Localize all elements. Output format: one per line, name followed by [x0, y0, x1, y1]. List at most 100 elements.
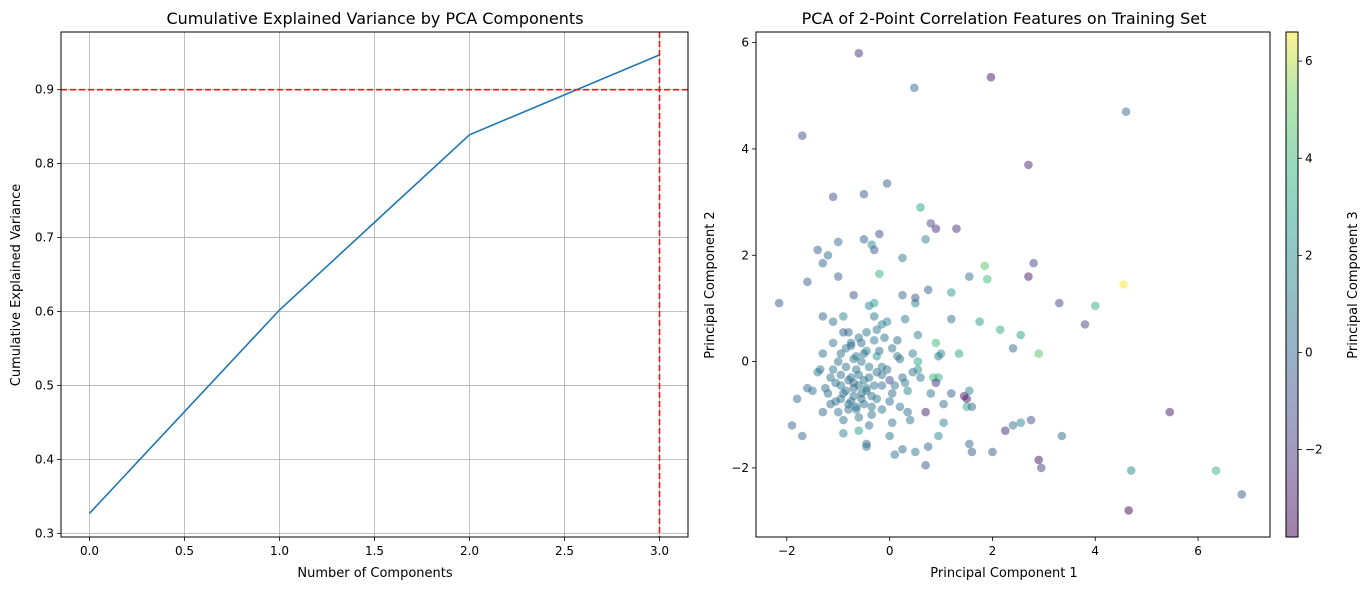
pca-scatter-point: [1034, 349, 1043, 358]
pca-scatter-point: [913, 330, 923, 340]
variance-chart-xlabel: Number of Components: [297, 566, 452, 581]
pca-scatter-point: [890, 450, 900, 459]
pca-scatter-point: [995, 325, 1005, 334]
pca-scatter-point: [898, 253, 907, 263]
colorbar-tick-label: −2: [1305, 443, 1323, 457]
pca-y-tick-label: 2: [741, 248, 749, 262]
pca-scatter-point: [1024, 272, 1033, 281]
pca-x-tick-label: 6: [1194, 544, 1202, 558]
pca-scatter-point: [908, 367, 918, 377]
pca-scatter-chart: PCA of 2-Point Correlation Features on T…: [703, 9, 1271, 581]
pca-scatter-point: [903, 386, 912, 396]
pca-scatter-point: [818, 407, 828, 417]
pca-scatter-point: [844, 375, 853, 385]
variance-y-tick-label: 0.6: [35, 304, 54, 318]
pca-scatter-point: [882, 365, 892, 374]
variance-y-tick-label: 0.3: [35, 526, 54, 540]
variance-x-tick-label: 1.5: [365, 544, 384, 558]
pca-scatter-point: [880, 333, 889, 342]
pca-y-tick-label: 0: [741, 355, 749, 369]
pca-scatter-point: [839, 429, 848, 438]
variance-chart-ylabel: Cumulative Explained Variance: [9, 184, 24, 386]
pca-scatter-point: [1029, 258, 1038, 268]
pca-scatter-point: [839, 312, 848, 321]
pca-scatter-point: [846, 338, 856, 348]
pca-scatter-point: [1034, 455, 1043, 465]
pca-scatter-point: [911, 447, 920, 457]
pca-scatter-point: [839, 415, 848, 425]
pca-scatter-point: [877, 381, 887, 390]
variance-x-tick-label: 0.5: [175, 544, 194, 558]
pca-scatter-point: [903, 407, 912, 417]
pca-scatter-point: [1080, 320, 1090, 329]
variance-x-tick-label: 1.0: [270, 544, 289, 558]
pca-scatter-point: [908, 349, 918, 358]
pca-scatter-point: [893, 336, 902, 345]
pca-scatter-point: [844, 405, 853, 414]
pca-scatter-point: [867, 391, 876, 401]
pca-scatter-point: [885, 397, 894, 406]
variance-y-tick-label: 0.4: [35, 452, 54, 466]
pca-scatter-point: [954, 349, 964, 358]
pca-scatter-point: [864, 373, 874, 382]
pca-scatter-point: [898, 444, 907, 454]
pca-scatter-point: [975, 317, 984, 327]
pca-scatter-point: [965, 386, 974, 396]
pca-scatter-point: [923, 442, 933, 451]
pca-scatter-point: [947, 389, 956, 398]
pca-scatter-point: [895, 354, 905, 364]
pca-scatter-point: [859, 235, 869, 244]
pca-scatter-point: [926, 389, 936, 398]
pca-scatter-point: [854, 370, 864, 380]
pca-scatter-point: [859, 349, 869, 358]
pca-scatter-point: [869, 336, 879, 345]
pca-scatter-point: [965, 439, 974, 449]
pca-scatter-point: [882, 317, 892, 327]
pca-scatter-point: [859, 189, 869, 199]
pca-scatter-point: [1054, 298, 1064, 308]
pca-scatter-point: [926, 219, 936, 228]
pca-scatter-point: [828, 338, 838, 348]
pca-scatter-point: [854, 48, 864, 58]
pca-scatter-point: [890, 381, 900, 390]
pca-scatter-point: [828, 192, 838, 202]
pca-x-tick-label: −2: [778, 544, 796, 558]
pca-scatter-point: [947, 314, 956, 324]
variance-x-tick-label: 0.0: [80, 544, 99, 558]
pca-scatter-point: [1211, 466, 1221, 475]
pca-scatter-point: [818, 258, 828, 268]
pca-scatter-point: [983, 274, 992, 284]
pca-scatter-point: [846, 397, 856, 406]
pca-scatter-point: [962, 394, 972, 404]
pca-scatter-point: [849, 354, 858, 364]
pca-scatter-point: [913, 357, 923, 366]
pca-scatter-point: [885, 431, 894, 441]
pca-scatter-point: [857, 357, 866, 366]
pca-scatter-point: [934, 431, 943, 441]
pca-scatter-point: [869, 312, 879, 321]
pca-scatter-point: [923, 285, 933, 295]
colorbar-label: Principal Component 3: [1346, 211, 1361, 358]
variance-x-tick-label: 2.0: [460, 544, 479, 558]
pca-scatter-point: [833, 237, 843, 247]
pca-scatter-point: [869, 298, 879, 308]
pca-scatter-point: [877, 370, 887, 380]
variance-y-tick-label: 0.5: [35, 378, 54, 392]
pca-scatter-point: [851, 402, 861, 412]
pca-scatter-point: [831, 378, 840, 388]
pca-scatter-point: [916, 373, 925, 382]
pca-scatter-point: [900, 314, 910, 324]
pca-scatter-point: [833, 357, 843, 366]
pca-scatter-point: [875, 229, 884, 239]
pca-scatter-point: [823, 250, 833, 260]
pca-scatter-point: [934, 351, 943, 361]
pca-scatter-point: [862, 328, 871, 337]
pca-scatter-point: [854, 426, 864, 435]
pca-scatter-point: [823, 389, 833, 398]
pca-scatter-point: [836, 349, 846, 358]
pca-scatter-title: PCA of 2-Point Correlation Features on T…: [802, 9, 1207, 28]
pca-scatter-point: [967, 447, 977, 457]
pca-scatter-point: [797, 431, 807, 441]
pca-scatter-point: [895, 402, 905, 412]
